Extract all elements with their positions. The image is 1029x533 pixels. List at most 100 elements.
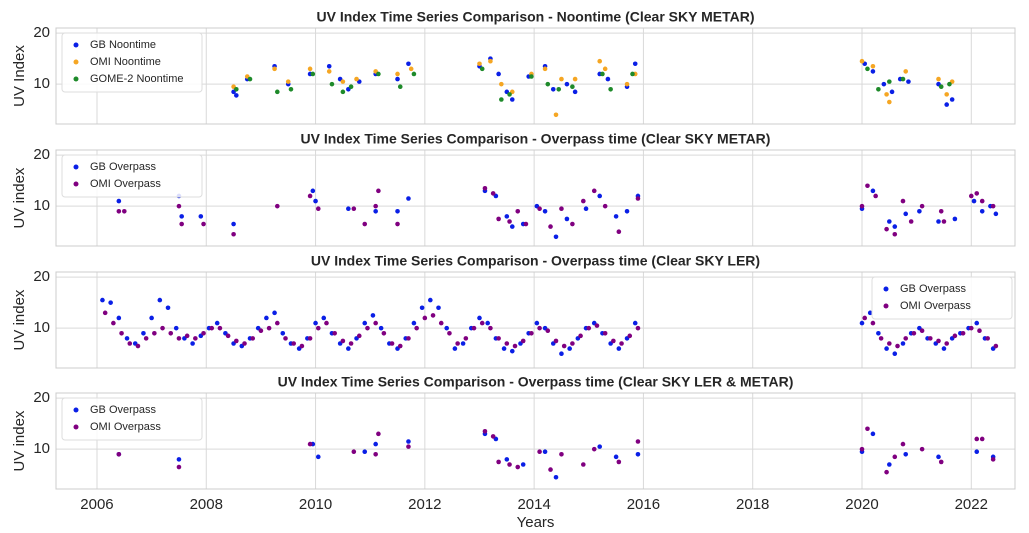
data-point	[900, 441, 906, 447]
data-point	[504, 214, 510, 219]
data-point	[397, 84, 403, 90]
data-point	[395, 71, 400, 77]
data-point	[520, 462, 526, 467]
data-point	[496, 216, 501, 222]
data-point	[892, 231, 898, 237]
data-point	[515, 208, 521, 214]
data-point	[936, 219, 941, 224]
data-point	[570, 341, 575, 346]
data-point	[941, 346, 947, 351]
x-tick-label: 2012	[408, 496, 441, 513]
data-point	[501, 346, 507, 351]
data-point	[285, 79, 291, 84]
data-point	[990, 457, 996, 462]
data-point	[272, 66, 277, 72]
data-point	[310, 71, 316, 77]
data-point	[127, 341, 133, 346]
x-tick-label: 2014	[517, 496, 550, 513]
data-point	[977, 328, 982, 334]
data-point	[193, 336, 198, 341]
data-point	[635, 325, 641, 331]
data-point	[214, 320, 220, 326]
data-point	[444, 325, 450, 331]
data-point	[176, 457, 182, 462]
data-point	[613, 214, 619, 219]
legend-label: GOME-2 Noontime	[90, 73, 184, 85]
data-point	[165, 305, 171, 311]
data-point	[968, 193, 974, 199]
data-point	[567, 346, 572, 351]
data-point	[887, 79, 892, 84]
data-point	[542, 449, 548, 455]
data-point	[534, 320, 540, 326]
data-point	[570, 221, 575, 227]
data-point	[985, 336, 990, 341]
data-point	[168, 330, 174, 336]
data-point	[348, 84, 354, 90]
data-point	[887, 99, 892, 105]
legend-marker	[73, 76, 79, 82]
data-point	[906, 79, 911, 84]
data-point	[990, 203, 996, 209]
plot-frame	[55, 149, 1016, 247]
data-point	[201, 221, 206, 227]
data-point	[234, 93, 239, 98]
data-point	[108, 300, 113, 305]
data-point	[499, 81, 504, 87]
data-point	[993, 343, 999, 349]
y-tick-label: 20	[33, 24, 50, 41]
legend: GB Overpass OMI Overpass	[871, 276, 1013, 320]
data-point	[512, 343, 518, 349]
data-point	[411, 320, 417, 326]
data-point	[911, 330, 917, 336]
data-point	[179, 221, 184, 227]
data-point	[545, 81, 551, 87]
data-point	[559, 351, 564, 357]
legend-marker	[73, 59, 79, 65]
legend-label: OMI Noontime	[90, 56, 161, 68]
data-point	[395, 208, 400, 214]
legend-marker	[883, 286, 889, 292]
data-point	[116, 208, 122, 214]
data-point	[553, 338, 559, 344]
data-point	[326, 63, 332, 69]
data-point	[611, 338, 616, 344]
data-point	[346, 206, 351, 212]
data-point	[892, 224, 898, 229]
legend-marker	[73, 164, 79, 170]
data-point	[903, 451, 909, 457]
data-point	[900, 198, 906, 204]
data-point	[627, 333, 633, 339]
data-point	[124, 336, 130, 341]
data-point	[550, 86, 556, 92]
data-point	[564, 81, 570, 87]
data-point	[583, 206, 589, 212]
data-point	[157, 297, 163, 303]
data-point	[507, 219, 512, 224]
data-point	[591, 446, 597, 452]
data-point	[231, 231, 236, 237]
data-point	[479, 320, 485, 326]
x-tick-label: 2016	[627, 496, 660, 513]
data-point	[275, 89, 280, 95]
data-point	[884, 346, 889, 351]
data-point	[217, 325, 223, 331]
x-tick-label: 2010	[299, 496, 332, 513]
data-point	[870, 320, 876, 326]
data-point	[859, 58, 865, 64]
data-point	[968, 325, 974, 331]
legend-box	[871, 276, 1013, 320]
legend: GB Noontime OMI Noontime GOME-2 Noontime	[61, 32, 203, 93]
legend: GB Overpass OMI Overpass	[61, 154, 203, 198]
data-point	[870, 431, 876, 437]
legend-marker	[73, 181, 79, 187]
data-point	[553, 112, 559, 118]
data-point	[201, 330, 206, 336]
data-point	[529, 74, 534, 79]
y-axis-label: UV index	[11, 167, 28, 228]
data-point	[266, 325, 272, 331]
data-point	[422, 315, 428, 321]
data-point	[873, 193, 878, 199]
data-point	[351, 206, 357, 212]
data-point	[542, 66, 548, 72]
